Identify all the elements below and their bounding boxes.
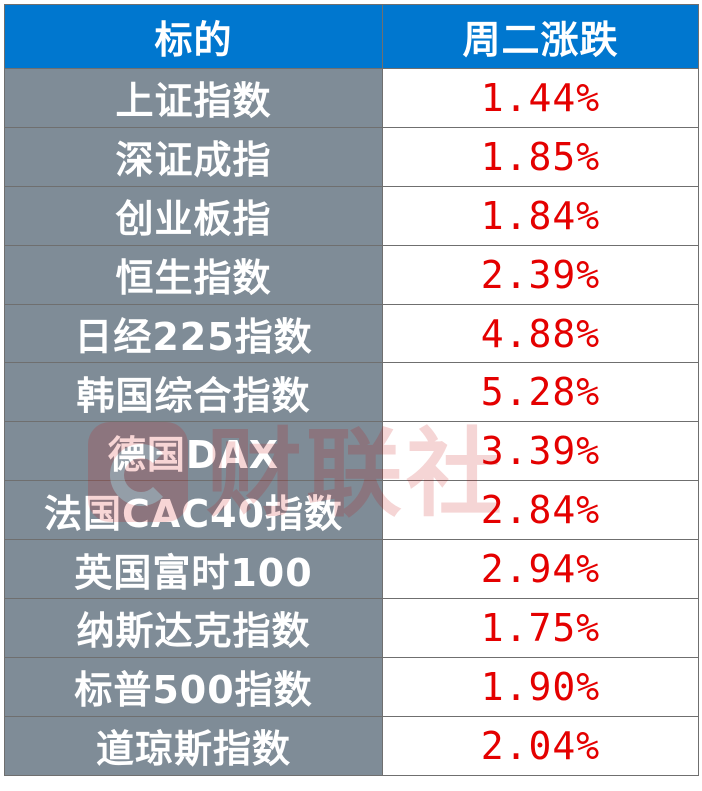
index-name-cell: 纳斯达克指数	[4, 598, 383, 658]
index-name-cell: 深证成指	[4, 126, 383, 187]
table-row: 上证指数 1.44%	[4, 68, 699, 128]
index-name-cell: 恒生指数	[4, 244, 383, 305]
index-change-cell: 5.28%	[382, 362, 699, 423]
table-row: 恒生指数 2.39%	[4, 244, 699, 305]
index-name-cell: 创业板指	[4, 185, 383, 246]
index-change-cell: 1.44%	[382, 68, 699, 128]
table-row: 法国CAC40指数 2.84%	[4, 480, 699, 541]
index-change-cell: 3.39%	[382, 421, 699, 482]
index-change-cell: 2.39%	[382, 244, 699, 305]
index-change-cell: 1.90%	[382, 656, 699, 717]
table-row: 深证成指 1.85%	[4, 126, 699, 187]
index-change-cell: 4.88%	[382, 303, 699, 364]
index-change-cell: 2.04%	[382, 715, 699, 776]
index-name-cell: 上证指数	[4, 68, 383, 128]
index-change-cell: 1.84%	[382, 185, 699, 246]
table-row: 韩国综合指数 5.28%	[4, 362, 699, 423]
index-change-cell: 2.94%	[382, 539, 699, 600]
index-change-table: 标的 周二涨跌 上证指数 1.44% 深证成指 1.85% 创业板指 1.84%…	[4, 4, 699, 776]
header-name: 标的	[4, 4, 383, 69]
index-name-cell: 日经225指数	[4, 303, 383, 364]
table-row: 德国DAX 3.39%	[4, 421, 699, 482]
table-row: 纳斯达克指数 1.75%	[4, 598, 699, 658]
index-name-cell: 英国富时100	[4, 539, 383, 600]
index-change-cell: 2.84%	[382, 480, 699, 541]
index-name-cell: 德国DAX	[4, 421, 383, 482]
index-change-cell: 1.85%	[382, 126, 699, 187]
index-name-cell: 道琼斯指数	[4, 715, 383, 776]
table-row: 标普500指数 1.90%	[4, 656, 699, 717]
index-name-cell: 韩国综合指数	[4, 362, 383, 423]
table-row: 道琼斯指数 2.04%	[4, 715, 699, 776]
index-name-cell: 法国CAC40指数	[4, 480, 383, 541]
table-row: 创业板指 1.84%	[4, 185, 699, 246]
index-change-cell: 1.75%	[382, 598, 699, 658]
index-name-cell: 标普500指数	[4, 656, 383, 717]
header-change: 周二涨跌	[382, 4, 699, 69]
table-header-row: 标的 周二涨跌	[4, 4, 699, 69]
table-row: 英国富时100 2.94%	[4, 539, 699, 600]
table-row: 日经225指数 4.88%	[4, 303, 699, 364]
